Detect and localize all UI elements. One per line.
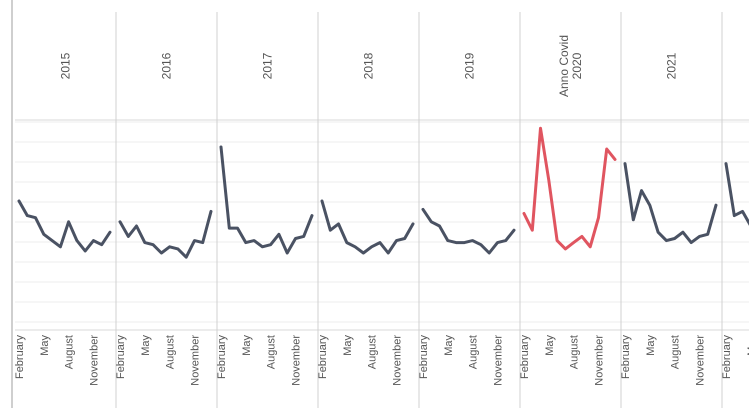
x-tick-label: August [64, 335, 76, 369]
series-line [421, 207, 516, 255]
x-tick-label: February [519, 335, 531, 380]
x-tick-label: August [165, 335, 177, 369]
panel-header: 2016 [160, 52, 174, 79]
panel-header: Anno Covid [557, 35, 571, 97]
x-tick-label: February [14, 335, 26, 380]
x-tick-label: August [367, 335, 379, 369]
x-tick-label: May [342, 335, 354, 356]
x-tick-label: May [140, 335, 152, 356]
panel-header: 2019 [463, 52, 477, 79]
x-tick-label: May [544, 335, 556, 356]
x-tick-label: November [189, 335, 201, 386]
x-tick-label: November [492, 335, 504, 386]
panel-header: 2015 [59, 52, 73, 79]
x-tick-label: August [569, 335, 581, 369]
series-line [623, 162, 718, 245]
series-line [219, 145, 314, 255]
panel-header: 2017 [261, 52, 275, 79]
x-tick-label: November [88, 335, 100, 386]
x-tick-label: May [746, 335, 749, 356]
series-line [17, 199, 112, 253]
x-tick-label: May [241, 335, 253, 356]
x-tick-label: February [216, 335, 228, 380]
panel-header: 2020 [570, 52, 584, 79]
x-tick-label: November [593, 335, 605, 386]
x-tick-label: August [670, 335, 682, 369]
x-tick-label: May [39, 335, 51, 356]
x-tick-label: February [115, 335, 127, 380]
x-tick-label: February [317, 335, 329, 380]
x-tick-label: May [645, 335, 657, 356]
x-tick-label: November [290, 335, 302, 386]
panel-header: 2018 [362, 52, 376, 79]
x-tick-label: November [694, 335, 706, 386]
series-line [724, 162, 749, 226]
series-line [118, 209, 213, 259]
x-tick-label: February [721, 335, 733, 380]
x-tick-label: February [620, 335, 632, 380]
series-line [320, 199, 415, 255]
x-tick-label: May [443, 335, 455, 356]
panel-header: 2021 [665, 52, 679, 79]
x-tick-label: August [468, 335, 480, 369]
x-tick-label: August [266, 335, 278, 369]
x-tick-label: November [391, 335, 403, 386]
x-tick-label: February [418, 335, 430, 380]
series-line [522, 126, 617, 251]
